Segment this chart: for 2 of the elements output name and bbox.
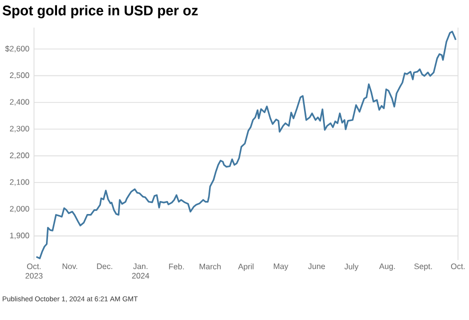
chart-title: Spot gold price in USD per oz (2, 5, 198, 18)
line-series (36, 30, 456, 260)
